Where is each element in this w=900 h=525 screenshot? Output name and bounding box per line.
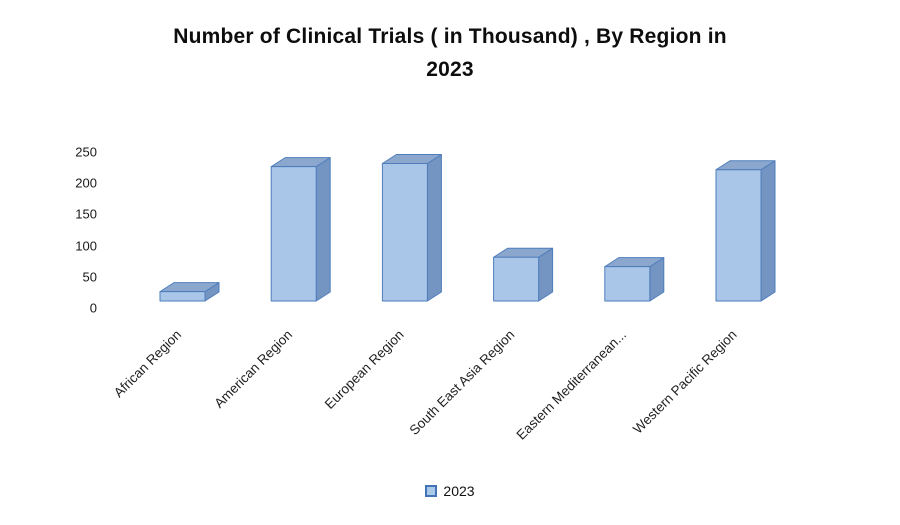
bar-front-face: [604, 266, 651, 302]
chart-title-line-1: Number of Clinical Trials ( in Thousand)…: [173, 25, 727, 48]
bar-eastern-mediterranean: [604, 257, 665, 302]
legend-label-2023: 2023: [443, 483, 475, 499]
bar-side-face: [426, 154, 442, 302]
bar-african-region: [159, 282, 220, 302]
legend: 2023: [0, 483, 900, 499]
bar-front-face: [715, 169, 762, 302]
y-axis-tick-label: 150: [75, 206, 97, 222]
bar-front-face: [159, 291, 206, 302]
chart-title-line-2: 2023: [426, 58, 474, 81]
y-axis-tick-label: 100: [75, 238, 97, 253]
y-axis-tick-label: 50: [82, 269, 97, 285]
y-axis-tick-label: 250: [75, 144, 97, 160]
y-axis-tick-label: 200: [75, 175, 97, 191]
bar-european-region: [381, 154, 442, 302]
bar-side-face: [760, 160, 776, 302]
bar-american-region: [270, 157, 331, 302]
chart-title: Number of Clinical Trials ( in Thousand)…: [0, 20, 900, 86]
bar-south-east-asia-region: [493, 247, 554, 302]
bar-front-face: [270, 166, 317, 302]
bar-front-face: [493, 256, 540, 302]
y-axis: 0 50 100 150 200 250: [0, 0, 97, 525]
legend-swatch-2023: [425, 485, 438, 497]
bar-front-face: [381, 163, 428, 302]
y-axis-tick-label: 0: [89, 300, 97, 316]
bar-western-pacific-region: [715, 160, 776, 302]
bar-side-face: [315, 157, 331, 302]
